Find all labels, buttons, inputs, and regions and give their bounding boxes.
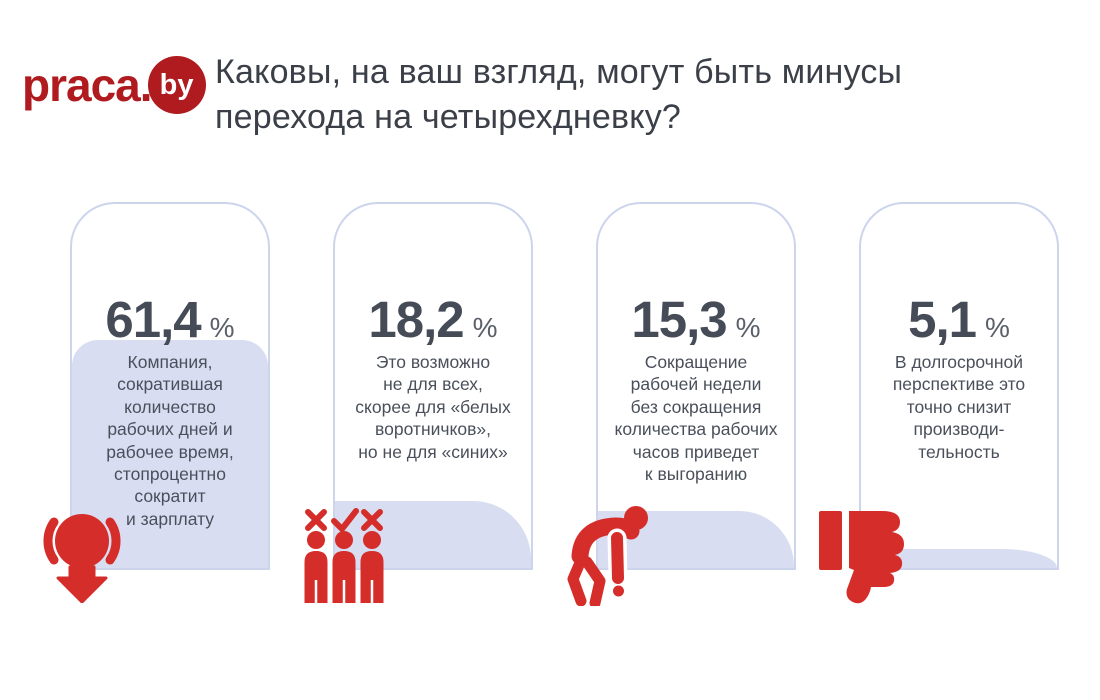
stat-card-productivity: 5,1% В долгосрочной перспективе это точн… xyxy=(859,202,1059,570)
brand-logo: praca. by xyxy=(22,56,206,114)
card-fill xyxy=(861,549,1057,568)
stat-value: 61,4% xyxy=(72,290,268,349)
percent-sign: % xyxy=(472,312,498,343)
percent-sign: % xyxy=(735,312,761,343)
stat-card-collars: 18,2% Это возможно не для всех, скорее д… xyxy=(333,202,533,570)
burnout-person-icon xyxy=(567,506,648,606)
salary-decrease-icon xyxy=(43,514,121,603)
stat-number: 5,1 xyxy=(908,291,977,348)
stat-description: Сокращение рабочей недели без сокращения… xyxy=(614,352,778,484)
stat-number: 61,4 xyxy=(105,291,201,348)
stat-number: 18,2 xyxy=(368,291,464,348)
page-title: Каковы, на ваш взгляд, могут быть минусы… xyxy=(215,53,903,137)
percent-sign: % xyxy=(985,312,1010,343)
stat-card-salary: 61,4% Компания, сократившая количество р… xyxy=(70,202,270,570)
brand-name: praca. xyxy=(22,59,153,111)
percent-sign: % xyxy=(209,312,235,343)
thumbs-down-icon xyxy=(819,511,904,604)
stat-value: 18,2% xyxy=(335,290,531,349)
brand-tld-text: by xyxy=(159,68,194,101)
people-check-cross-icon xyxy=(304,508,384,603)
brand-tld-badge: by xyxy=(147,56,206,114)
stat-description: Это возможно не для всех, скорее для «бе… xyxy=(355,352,511,462)
stat-value: 5,1% xyxy=(861,290,1057,349)
stat-description: Компания, сократившая количество рабочих… xyxy=(106,352,234,529)
stat-description: В долгосрочной перспективе это точно сни… xyxy=(892,352,1026,462)
stat-value: 15,3% xyxy=(598,290,794,349)
brand-name-text: praca xyxy=(22,59,141,111)
stat-number: 15,3 xyxy=(631,291,727,348)
